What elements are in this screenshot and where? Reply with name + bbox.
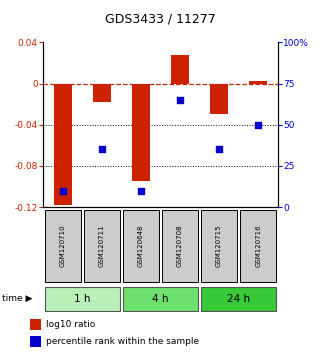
Text: GSM120716: GSM120716 <box>255 225 261 267</box>
Text: GSM120715: GSM120715 <box>216 225 222 267</box>
FancyBboxPatch shape <box>123 210 159 282</box>
Bar <box>93 84 111 102</box>
Bar <box>54 84 72 205</box>
Text: percentile rank within the sample: percentile rank within the sample <box>46 337 199 346</box>
FancyBboxPatch shape <box>240 210 276 282</box>
Text: 1 h: 1 h <box>74 293 91 304</box>
Bar <box>210 84 228 114</box>
Text: log10 ratio: log10 ratio <box>46 320 95 329</box>
Bar <box>132 84 150 181</box>
Text: GSM120711: GSM120711 <box>99 225 105 267</box>
Point <box>178 97 183 103</box>
Bar <box>30 336 40 347</box>
FancyBboxPatch shape <box>201 210 237 282</box>
Point <box>138 188 143 194</box>
Bar <box>30 319 40 330</box>
Text: 24 h: 24 h <box>227 293 250 304</box>
Text: GSM120710: GSM120710 <box>60 225 66 267</box>
Point <box>99 147 104 152</box>
FancyBboxPatch shape <box>123 287 198 310</box>
FancyBboxPatch shape <box>84 210 120 282</box>
Bar <box>171 55 189 84</box>
Text: GSM120708: GSM120708 <box>177 225 183 267</box>
Point <box>60 188 65 194</box>
Text: time ▶: time ▶ <box>2 294 32 303</box>
Text: GDS3433 / 11277: GDS3433 / 11277 <box>105 13 216 26</box>
Point <box>216 147 221 152</box>
FancyBboxPatch shape <box>45 287 120 310</box>
FancyBboxPatch shape <box>201 287 276 310</box>
Point <box>256 122 261 128</box>
Text: GSM120648: GSM120648 <box>138 225 144 267</box>
FancyBboxPatch shape <box>162 210 198 282</box>
Bar <box>249 81 267 84</box>
Text: 4 h: 4 h <box>152 293 169 304</box>
FancyBboxPatch shape <box>45 210 81 282</box>
